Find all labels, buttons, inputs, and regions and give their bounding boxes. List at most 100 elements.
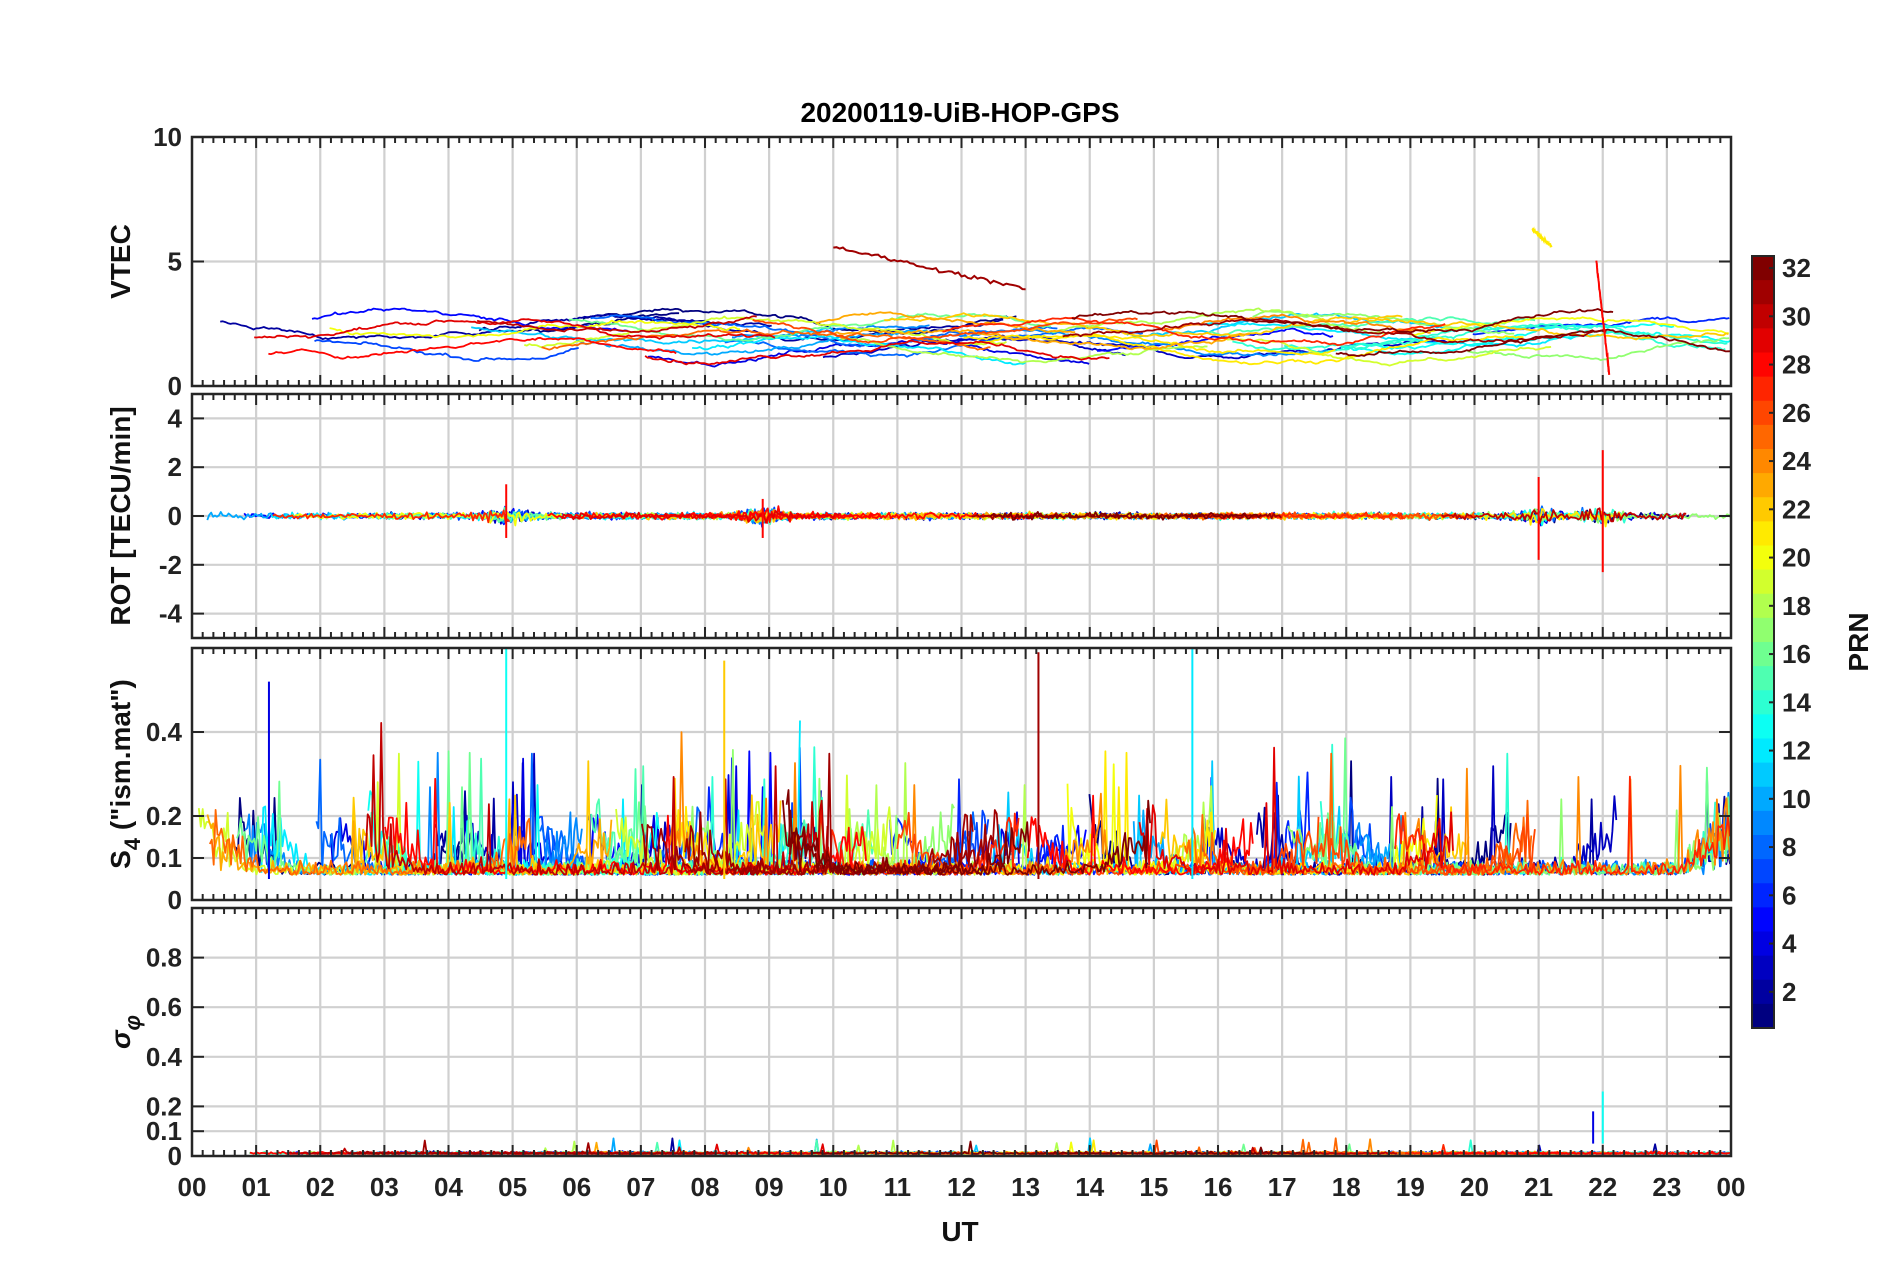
x-tick-label: 07 bbox=[626, 1172, 655, 1202]
highlight-arc bbox=[1595, 260, 1611, 375]
colorbar-tick-label: 16 bbox=[1782, 639, 1811, 669]
colorbar-segment bbox=[1752, 449, 1774, 474]
trace-prn-26 bbox=[1318, 814, 1536, 876]
colorbar-segment bbox=[1752, 280, 1774, 305]
colorbar-segment bbox=[1752, 593, 1774, 619]
x-tick-label: 00 bbox=[178, 1172, 207, 1202]
panel-sigma_phi: 00.10.2 0.4 0.6 0.8 σφ bbox=[105, 906, 1733, 1171]
colorbar-segment bbox=[1752, 810, 1774, 836]
panel-rot: -4 -2 0 2 4 ROT [TECU/min] bbox=[105, 392, 1733, 640]
colorbar-segment bbox=[1752, 473, 1774, 498]
trace-prn-8 bbox=[724, 326, 1144, 358]
grid bbox=[192, 908, 1731, 1156]
y-tick-label: -4 bbox=[159, 599, 183, 629]
y-axis-title: σφ bbox=[105, 1015, 145, 1049]
panel-vtec: 0 5 10 VTEC bbox=[105, 122, 1733, 401]
trace-prn-2 bbox=[220, 313, 772, 341]
colorbar-segment bbox=[1752, 955, 1774, 981]
colorbar-segment bbox=[1752, 883, 1774, 908]
colorbar-segment bbox=[1752, 376, 1774, 402]
colorbar-segment bbox=[1752, 714, 1774, 740]
x-tick-label: 19 bbox=[1396, 1172, 1425, 1202]
x-tick-label: 20 bbox=[1460, 1172, 1489, 1202]
trace-prn-32 bbox=[810, 1140, 1320, 1155]
y-tick-label: 0 bbox=[168, 371, 182, 401]
y-tick-label: 0 bbox=[168, 501, 182, 531]
trace-prn-18 bbox=[840, 337, 1208, 364]
colorbar-segment bbox=[1752, 497, 1774, 522]
y-axis-title: ROT [TECU/min] bbox=[105, 406, 136, 625]
trace-prn-27 bbox=[272, 509, 511, 524]
trace-prn-23 bbox=[829, 329, 1251, 351]
y-axis-title: S4 ("ism.mat") bbox=[105, 679, 145, 869]
trace-prn-32 bbox=[781, 800, 1030, 876]
y-tick-label: 0.2 bbox=[146, 801, 182, 831]
colorbar-segment bbox=[1752, 835, 1774, 860]
colorbar-tick-label: 24 bbox=[1782, 446, 1811, 476]
x-tick-label: 16 bbox=[1204, 1172, 1233, 1202]
colorbar-tick-label: 14 bbox=[1782, 687, 1811, 717]
trace-prn-29 bbox=[644, 339, 1110, 366]
trace-prn-22 bbox=[1343, 317, 1729, 341]
x-tick-label: 13 bbox=[1011, 1172, 1040, 1202]
colorbar-segment bbox=[1752, 666, 1774, 691]
x-ticks bbox=[191, 394, 1732, 638]
ylabel-main: S bbox=[105, 850, 136, 869]
y-tick-label: 0 bbox=[168, 885, 182, 915]
highlight-arc bbox=[1531, 226, 1553, 248]
trace-prn-20 bbox=[1410, 316, 1729, 337]
x-tick-label: 05 bbox=[498, 1172, 527, 1202]
trace-prn-7 bbox=[314, 339, 579, 362]
ylabel-main: σ bbox=[105, 1029, 136, 1049]
trace-prn-23 bbox=[816, 311, 1076, 334]
trace-prn-27 bbox=[1394, 775, 1731, 876]
colorbar-tick-label: 30 bbox=[1782, 301, 1811, 331]
traces bbox=[220, 226, 1731, 375]
colorbar-segment bbox=[1752, 642, 1774, 667]
x-ticks bbox=[191, 648, 1732, 900]
colorbar-frame bbox=[1751, 255, 1775, 1029]
x-tick-label: 01 bbox=[242, 1172, 271, 1202]
colorbar-segment bbox=[1752, 738, 1774, 764]
colorbar-tick-label: 8 bbox=[1782, 832, 1796, 862]
colorbar-tick-label: 18 bbox=[1782, 591, 1811, 621]
colorbar-segment bbox=[1752, 690, 1774, 715]
colorbar-segment bbox=[1752, 786, 1774, 812]
trace-prn-28 bbox=[268, 336, 677, 360]
y-tick-label: 2 bbox=[168, 452, 182, 482]
colorbar-tick-label: 10 bbox=[1782, 784, 1811, 814]
x-tick-label: 22 bbox=[1588, 1172, 1617, 1202]
colorbar-segment bbox=[1752, 352, 1774, 378]
colorbar-segment bbox=[1752, 256, 1774, 281]
colorbar-segment bbox=[1752, 424, 1774, 450]
trace-prn-30 bbox=[476, 315, 757, 334]
trace-prn-28 bbox=[1026, 794, 1254, 876]
x-tick-label: 09 bbox=[755, 1172, 784, 1202]
colorbar-tick-label: 26 bbox=[1782, 398, 1811, 428]
trace-prn-30 bbox=[364, 722, 829, 876]
trace-prn-29 bbox=[254, 318, 776, 340]
colorbar-segment bbox=[1752, 859, 1774, 884]
colorbar-tick-label: 20 bbox=[1782, 543, 1811, 573]
x-tick-label: 06 bbox=[562, 1172, 591, 1202]
x-tick-label: 10 bbox=[819, 1172, 848, 1202]
trace-prn-12 bbox=[1203, 322, 1582, 348]
colorbar-segment bbox=[1752, 979, 1774, 1005]
colorbar-segment bbox=[1752, 400, 1774, 426]
y-tick-label: 10 bbox=[153, 122, 182, 152]
panel-s4: 00.10.20.4S4 ("ism.mat") bbox=[105, 646, 1733, 915]
trace-prn-31 bbox=[347, 1139, 716, 1155]
x-tick-label: 04 bbox=[434, 1172, 463, 1202]
y-tick-label: 4 bbox=[168, 403, 183, 433]
y-tick-label: 0.2 bbox=[146, 1091, 182, 1121]
colorbar-segment bbox=[1752, 545, 1774, 571]
x-tick-label: 11 bbox=[884, 1172, 912, 1202]
colorbar-tick-label: 4 bbox=[1782, 929, 1797, 959]
colorbar-segment bbox=[1752, 762, 1774, 788]
x-tick-label: 14 bbox=[1075, 1172, 1104, 1202]
y-tick-label: 0.1 bbox=[146, 1116, 182, 1146]
y-axis-title: VTEC bbox=[105, 224, 136, 299]
